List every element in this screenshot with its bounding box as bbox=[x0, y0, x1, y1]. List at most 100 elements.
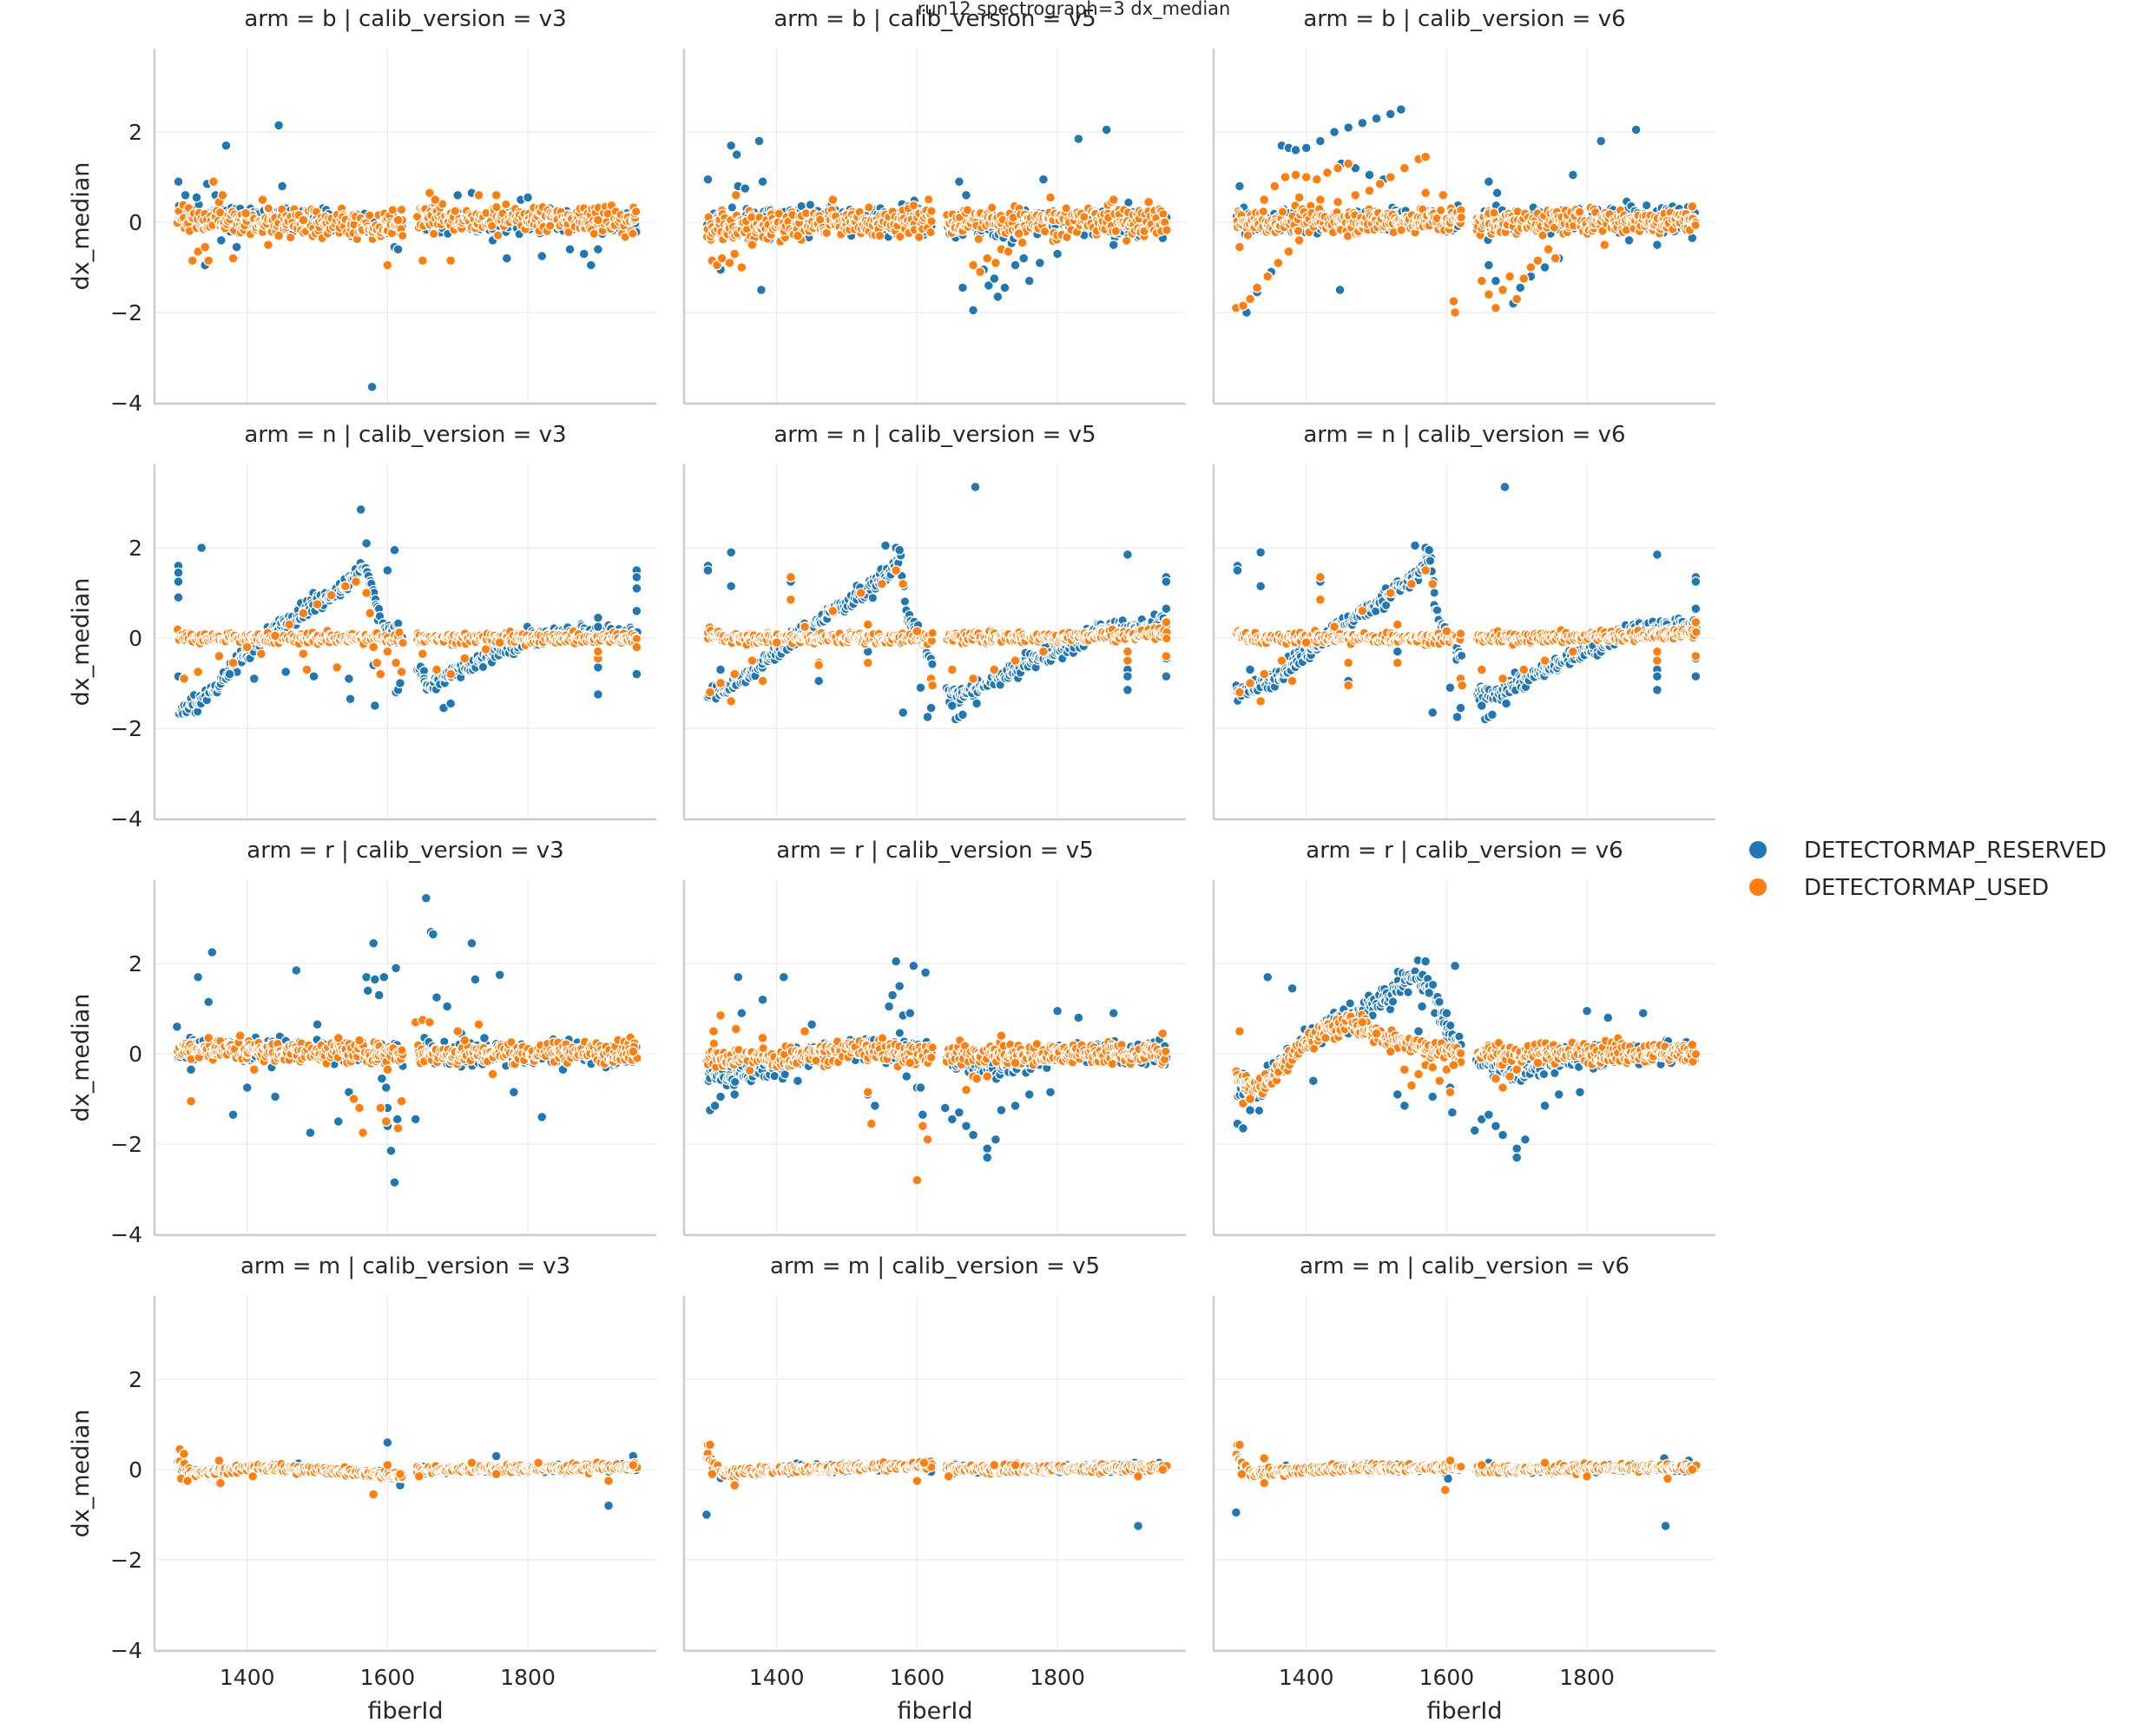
panel-n-v3: arm = n | calib_version = v3−4−202dx_med… bbox=[68, 422, 656, 832]
point-used bbox=[430, 194, 441, 206]
point-reserved bbox=[1314, 135, 1326, 147]
point-reserved bbox=[1328, 127, 1340, 138]
point-reserved bbox=[813, 675, 825, 687]
point-used bbox=[200, 241, 211, 253]
y-tick-label: 2 bbox=[128, 120, 142, 145]
point-used bbox=[1311, 174, 1322, 185]
point-used bbox=[1532, 255, 1544, 266]
point-used bbox=[1396, 225, 1407, 235]
point-used bbox=[864, 202, 874, 213]
point-used bbox=[500, 199, 511, 210]
point-reserved bbox=[1073, 133, 1084, 144]
point-reserved bbox=[343, 673, 354, 684]
point-used bbox=[1385, 172, 1396, 183]
point-used bbox=[923, 194, 934, 205]
point-reserved bbox=[894, 544, 905, 556]
point-reserved bbox=[960, 189, 972, 201]
panel-title: arm = b | calib_version = v3 bbox=[244, 6, 566, 32]
point-used bbox=[492, 230, 504, 240]
point-used bbox=[361, 588, 372, 599]
point-reserved bbox=[702, 174, 714, 185]
point-used bbox=[368, 641, 379, 653]
point-reserved bbox=[592, 661, 603, 673]
point-reserved bbox=[477, 661, 489, 673]
point-used bbox=[1511, 293, 1523, 305]
point-used bbox=[1044, 192, 1057, 203]
y-tick-label: −4 bbox=[110, 391, 142, 416]
point-used bbox=[1333, 196, 1344, 207]
point-used bbox=[1321, 167, 1333, 178]
point-used bbox=[227, 253, 239, 264]
point-reserved bbox=[173, 176, 184, 187]
point-used bbox=[1259, 194, 1270, 206]
point-reserved bbox=[592, 244, 603, 255]
point-used bbox=[312, 599, 323, 610]
point-used bbox=[326, 589, 337, 601]
point-used bbox=[792, 230, 804, 241]
point-used bbox=[1294, 192, 1305, 203]
point-used bbox=[1483, 289, 1494, 300]
point-reserved bbox=[1596, 135, 1607, 147]
point-used bbox=[1242, 230, 1254, 240]
point-used bbox=[1294, 234, 1305, 246]
point-used bbox=[1543, 244, 1554, 255]
point-used bbox=[241, 641, 253, 653]
y-tick-label: −2 bbox=[110, 716, 142, 741]
point-reserved bbox=[221, 140, 232, 151]
point-reserved bbox=[879, 540, 892, 551]
point-used bbox=[398, 637, 408, 648]
panel-title: arm = n | calib_version = v5 bbox=[773, 422, 1096, 448]
point-used bbox=[428, 228, 439, 240]
point-used bbox=[1017, 237, 1028, 248]
point-reserved bbox=[867, 593, 879, 603]
point-reserved bbox=[740, 183, 751, 194]
point-used bbox=[375, 668, 386, 680]
scatter-points bbox=[172, 503, 642, 720]
y-tick-label: −4 bbox=[110, 806, 142, 832]
point-used bbox=[257, 194, 268, 206]
point-reserved bbox=[248, 673, 260, 684]
point-reserved bbox=[585, 260, 596, 271]
point-reserved bbox=[361, 537, 372, 549]
point-used bbox=[1490, 302, 1502, 313]
point-used bbox=[1039, 226, 1050, 237]
point-used bbox=[263, 203, 274, 214]
point-reserved bbox=[173, 576, 184, 588]
point-used bbox=[392, 214, 404, 226]
point-reserved bbox=[726, 140, 737, 151]
point-reserved bbox=[1567, 169, 1578, 181]
panel-b-v6: arm = b | calib_version = v6 bbox=[1212, 6, 1715, 405]
point-used bbox=[1252, 282, 1263, 293]
point-used bbox=[1364, 185, 1375, 196]
point-reserved bbox=[392, 618, 404, 629]
point-reserved bbox=[754, 135, 765, 147]
point-reserved bbox=[631, 582, 642, 594]
point-reserved bbox=[366, 381, 378, 392]
point-used bbox=[417, 648, 428, 660]
point-used bbox=[382, 260, 393, 271]
point-used bbox=[589, 228, 600, 240]
point-reserved bbox=[957, 709, 968, 720]
point-reserved bbox=[277, 181, 288, 192]
point-used bbox=[255, 648, 267, 660]
panel-b-v5: arm = b | calib_version = v5 bbox=[682, 6, 1186, 405]
point-reserved bbox=[1515, 282, 1526, 293]
point-reserved bbox=[631, 605, 642, 616]
point-reserved bbox=[564, 244, 576, 255]
point-used bbox=[592, 646, 603, 657]
point-reserved bbox=[1300, 142, 1312, 154]
point-used bbox=[1420, 187, 1432, 199]
point-used bbox=[387, 205, 398, 215]
point-reserved bbox=[231, 241, 242, 253]
point-used bbox=[729, 248, 741, 260]
point-used bbox=[1003, 246, 1014, 257]
point-used bbox=[1300, 172, 1312, 183]
point-reserved bbox=[1491, 187, 1503, 199]
point-reserved bbox=[1490, 275, 1502, 286]
point-reserved bbox=[1395, 104, 1406, 115]
y-tick-label: 2 bbox=[128, 536, 142, 561]
point-used bbox=[365, 608, 376, 619]
point-used bbox=[975, 266, 986, 278]
point-used bbox=[396, 667, 407, 678]
